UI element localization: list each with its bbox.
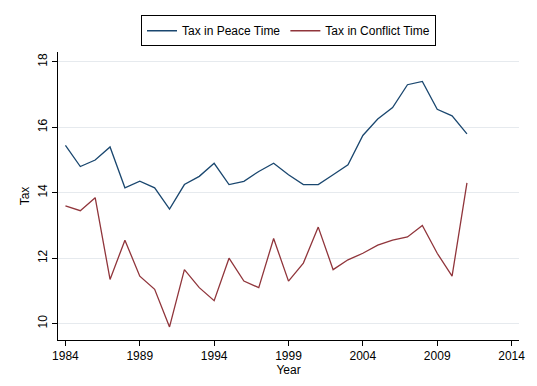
svg-text:Tax in Peace Time: Tax in Peace Time xyxy=(182,24,280,38)
svg-text:1989: 1989 xyxy=(126,349,153,363)
svg-text:14: 14 xyxy=(36,184,50,198)
svg-text:Tax in Conflict Time: Tax in Conflict Time xyxy=(325,24,429,38)
svg-text:12: 12 xyxy=(36,249,50,263)
svg-text:Year: Year xyxy=(276,363,300,377)
svg-text:Tax: Tax xyxy=(18,187,32,206)
svg-text:2014: 2014 xyxy=(498,349,525,363)
svg-text:1984: 1984 xyxy=(52,349,79,363)
svg-text:18: 18 xyxy=(36,53,50,67)
svg-text:16: 16 xyxy=(36,118,50,132)
svg-text:1994: 1994 xyxy=(201,349,228,363)
svg-text:10: 10 xyxy=(36,315,50,329)
svg-text:2009: 2009 xyxy=(424,349,451,363)
svg-text:2004: 2004 xyxy=(349,349,376,363)
svg-text:1999: 1999 xyxy=(275,349,302,363)
